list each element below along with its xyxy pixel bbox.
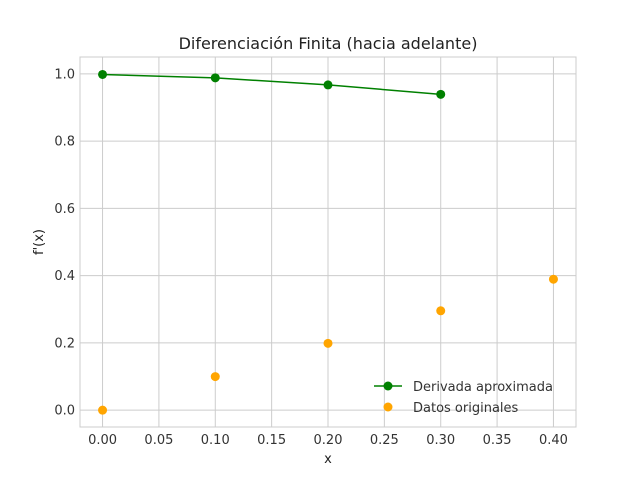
chart-title: Diferenciación Finita (hacia adelante): [179, 34, 478, 53]
y-tick-label: 1.0: [54, 67, 75, 82]
x-tick-label: 0.40: [539, 433, 568, 448]
datos-point: [98, 405, 108, 415]
legend-label-datos: Datos originales: [413, 401, 519, 416]
x-tick-label: 0.30: [426, 433, 455, 448]
derivada-point: [210, 73, 220, 83]
legend-marker-datos: [383, 402, 393, 412]
derivada-point: [323, 80, 333, 90]
x-tick-label: 0.05: [144, 433, 173, 448]
x-tick-label: 0.25: [370, 433, 399, 448]
datos-point: [323, 338, 333, 348]
x-tick-label: 0.20: [314, 433, 343, 448]
x-axis-label: x: [324, 452, 332, 467]
y-tick-label: 0.0: [54, 404, 75, 419]
y-tick-labels: 0.0 0.2 0.4 0.6 0.8 1.0: [54, 67, 75, 418]
series: [98, 69, 558, 415]
y-tick-label: 0.4: [54, 269, 75, 284]
legend-marker-derivada: [383, 381, 393, 391]
legend-label-derivada: Derivada aproximada: [413, 380, 553, 395]
x-tick-labels: 0.00 0.05 0.10 0.15 0.20 0.25 0.30 0.35 0.40: [88, 433, 568, 448]
derivada-line: [102, 73, 441, 96]
x-tick-label: 0.10: [201, 433, 230, 448]
x-tick-label: 0.35: [483, 433, 512, 448]
derivada-point: [436, 89, 446, 99]
y-tick-label: 0.8: [54, 135, 75, 150]
y-tick-label: 0.6: [54, 202, 75, 217]
legend: Derivada aproximada Datos originales: [374, 380, 553, 416]
plot-frame: [79, 56, 577, 428]
x-tick-label: 0.00: [88, 433, 117, 448]
datos-point: [436, 306, 446, 316]
derivada-point: [98, 69, 108, 79]
datos-point: [210, 372, 220, 382]
datos-point: [548, 274, 558, 284]
x-tick-label: 0.15: [257, 433, 286, 448]
y-axis-label: f'(x): [32, 229, 47, 255]
y-tick-label: 0.2: [54, 336, 75, 351]
